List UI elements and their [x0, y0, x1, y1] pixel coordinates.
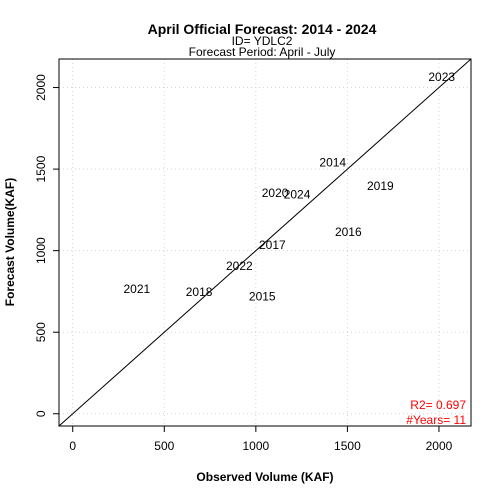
plot-frame	[58, 58, 472, 427]
y-axis-title: Forecast Volume(KAF)	[3, 178, 17, 306]
chart-subtitle-id: ID= YDLC2	[232, 34, 293, 48]
years-count: #Years= 11	[406, 413, 466, 427]
chart-subtitle-period: Forecast Period: April - July	[189, 45, 336, 59]
point-label-2016: 2016	[335, 225, 362, 239]
y-tick-label-2000: 2000	[34, 74, 48, 101]
x-tick-label-0: 0	[69, 439, 76, 453]
point-label-2015: 2015	[249, 289, 276, 303]
grid-lines	[59, 59, 471, 426]
y-tick-label-1500: 1500	[34, 155, 48, 182]
r2-statistic: R2= 0.697	[410, 398, 466, 412]
point-label-2022: 2022	[226, 259, 253, 273]
one-to-one-line-group	[58, 58, 472, 427]
x-tick-label-500: 500	[154, 439, 174, 453]
x-tick-label-2000: 2000	[426, 439, 453, 453]
one-to-one-line	[58, 58, 472, 427]
x-tick-label-1000: 1000	[242, 439, 269, 453]
y-tick-label-500: 500	[34, 322, 48, 342]
data-points: 2014 2015 2016 2017 2018 2019 2020 2021 2022 2023…	[123, 70, 455, 303]
x-tick-label-1500: 1500	[334, 439, 361, 453]
point-label-2023: 2023	[428, 70, 455, 84]
point-label-2024: 2024	[284, 187, 311, 201]
y-tick-label-0: 0	[34, 410, 48, 417]
x-axis-ticks: 0 500 1000 1500 2000	[69, 426, 453, 453]
y-axis-ticks: 0 500 1000 1500 2000	[34, 74, 59, 417]
chart-title: April Official Forecast: 2014 - 2024	[148, 21, 377, 37]
point-label-2017: 2017	[259, 238, 286, 252]
point-label-2014: 2014	[319, 156, 346, 170]
point-label-2021: 2021	[123, 282, 150, 296]
point-label-2018: 2018	[186, 285, 213, 299]
y-tick-label-1000: 1000	[34, 237, 48, 264]
point-label-2019: 2019	[367, 179, 394, 193]
x-axis-title: Observed Volume (KAF)	[196, 470, 333, 484]
point-label-2020: 2020	[262, 186, 289, 200]
